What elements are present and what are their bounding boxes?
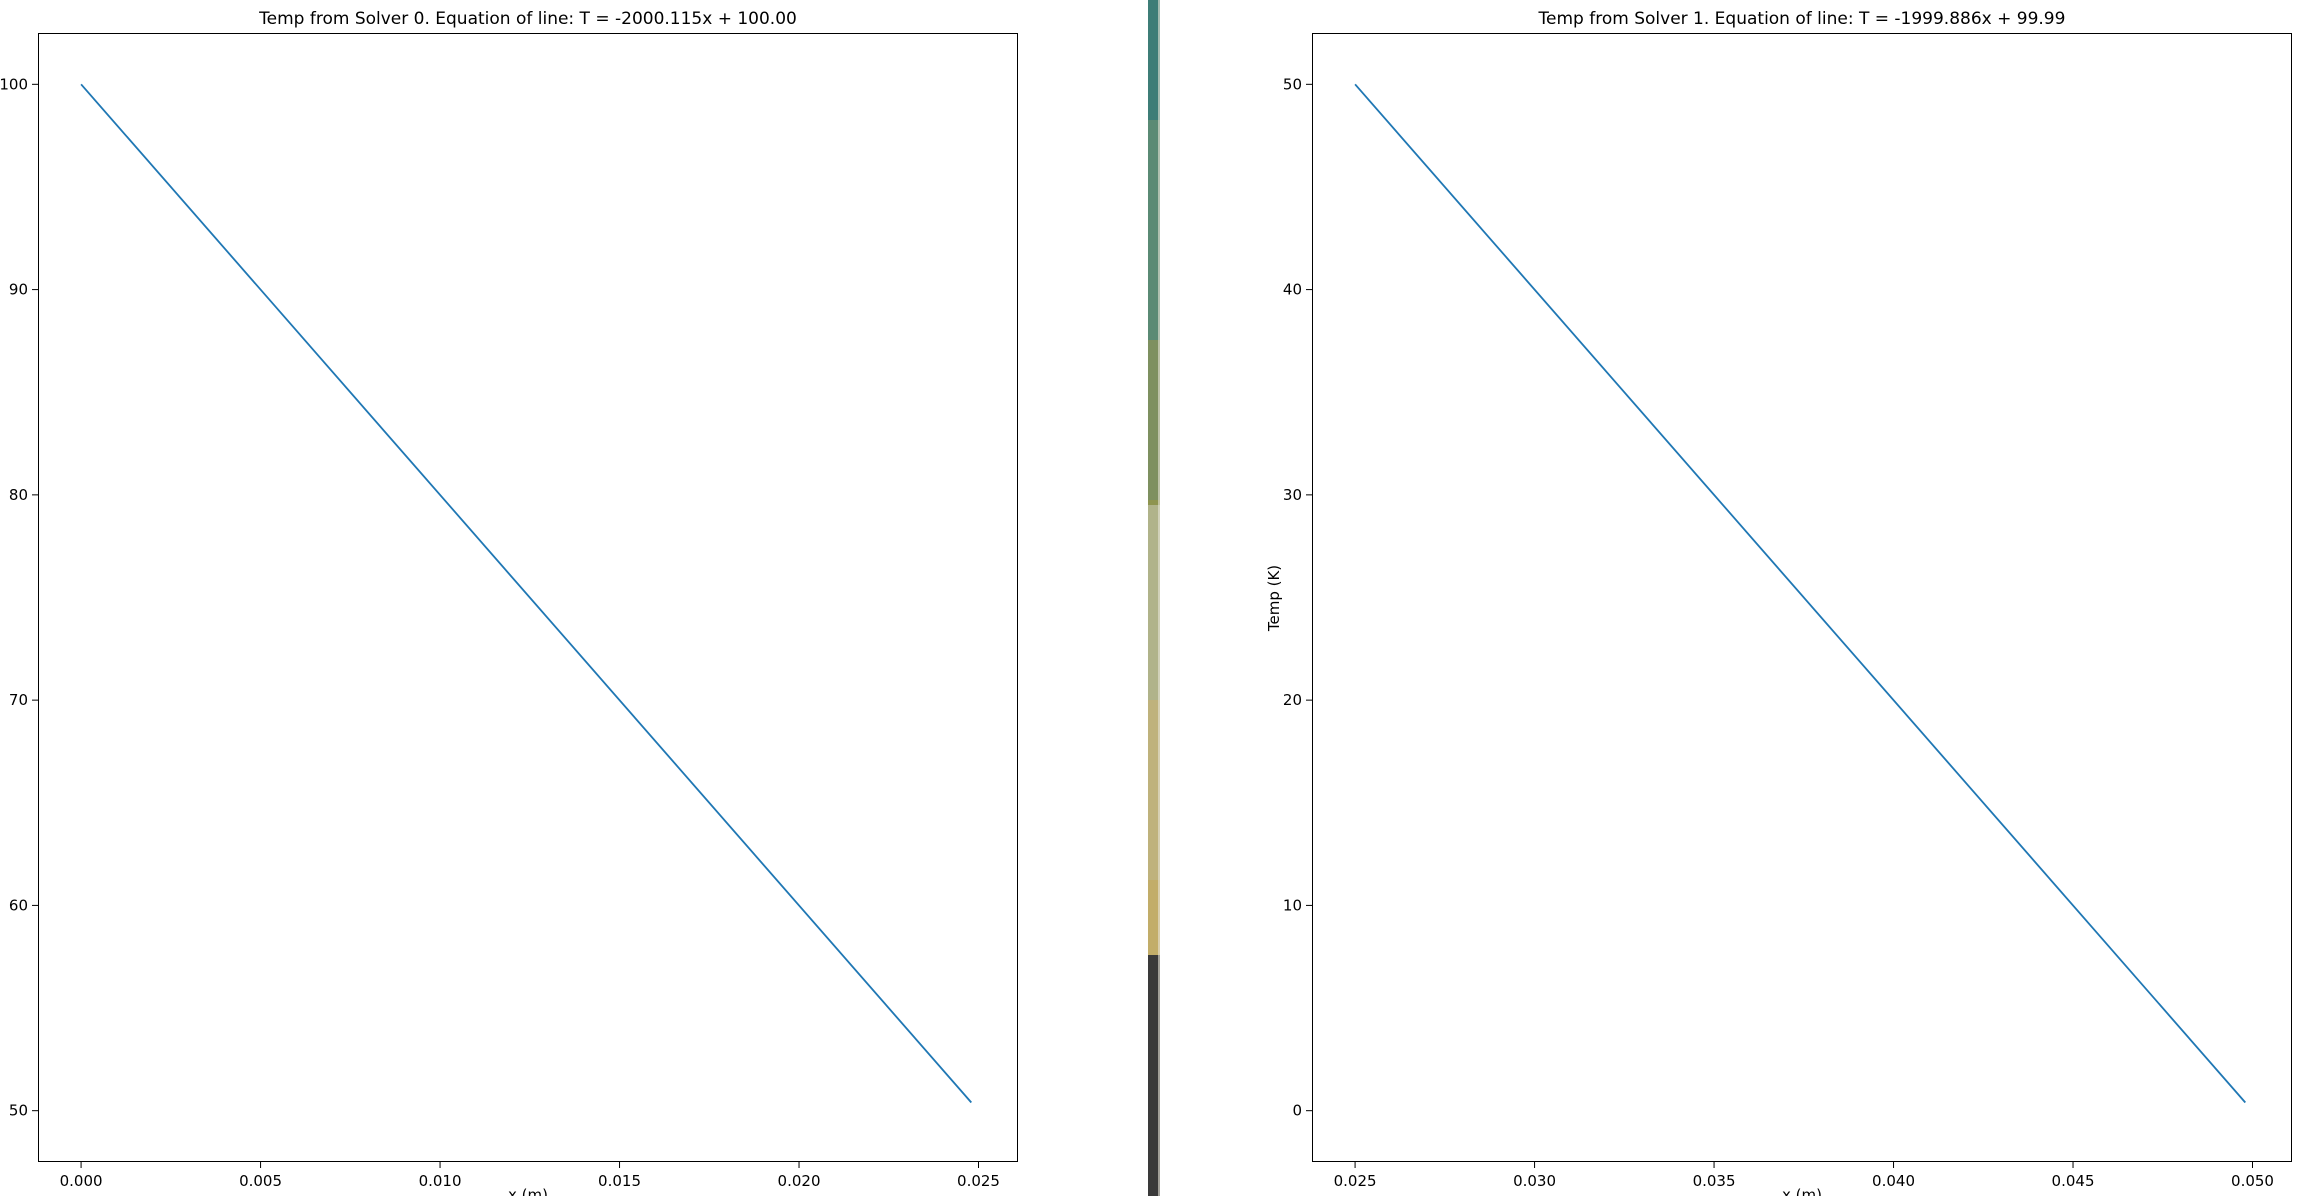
series-line — [1354, 83, 2246, 1104]
x-tick-label: 0.015 — [598, 1172, 641, 1190]
x-tick-label: 0.050 — [2231, 1172, 2274, 1190]
y-axis-label: Temp (K) — [1265, 565, 1283, 632]
x-tick-label: 0.010 — [419, 1172, 462, 1190]
y-tick-label: 0 — [1292, 1102, 1302, 1120]
x-tick-label: 0.000 — [60, 1172, 103, 1190]
y-tick-label: 60 — [9, 896, 28, 914]
y-tick-label: 40 — [1283, 281, 1302, 299]
y-tick-label: 100 — [0, 75, 28, 93]
y-tick-label: 10 — [1283, 896, 1302, 914]
separator-band — [1148, 500, 1160, 505]
y-tick-label: 30 — [1283, 486, 1302, 504]
plot-series — [80, 83, 972, 1104]
chart-solver-1: Temp from Solver 1. Equation of line: T … — [1265, 9, 2292, 1196]
separator-band — [1148, 120, 1160, 340]
plot-series — [1354, 83, 2246, 1104]
separator-band — [1148, 700, 1160, 880]
x-tick-label: 0.040 — [1872, 1172, 1915, 1190]
axis-ticks: 0.000 0.005 0.010 0.015 0.020 0.025 50 60 70 80 90… — [0, 75, 1000, 1190]
x-tick-label: 0.025 — [1334, 1172, 1377, 1190]
axis-ticks: 0.025 0.030 0.035 0.040 0.045 0.050 0 10 20 30 40 5… — [1283, 75, 2274, 1190]
plot-frame — [1312, 33, 2292, 1162]
series-line — [80, 83, 972, 1104]
chart-solver-0: Temp from Solver 0. Equation of line: T … — [0, 9, 1018, 1196]
x-axis-label: x (m) — [508, 1186, 548, 1196]
y-tick-label: 50 — [9, 1102, 28, 1120]
plot-frame — [38, 33, 1018, 1162]
separator-band — [1148, 505, 1160, 700]
x-tick-label: 0.030 — [1513, 1172, 1556, 1190]
y-tick-label: 70 — [9, 691, 28, 709]
panel-separator — [1148, 0, 1160, 1196]
x-tick-label: 0.045 — [2052, 1172, 2095, 1190]
y-tick-label: 50 — [1283, 75, 1302, 93]
separator-edge — [1158, 0, 1160, 1196]
y-tick-label: 90 — [9, 281, 28, 299]
separator-band — [1148, 0, 1160, 120]
x-tick-label: 0.035 — [1693, 1172, 1736, 1190]
chart-title: Temp from Solver 0. Equation of line: T … — [258, 9, 797, 29]
separator-band — [1148, 955, 1160, 1196]
y-tick-label: 20 — [1283, 691, 1302, 709]
x-tick-label: 0.005 — [239, 1172, 282, 1190]
y-tick-label: 80 — [9, 486, 28, 504]
x-tick-label: 0.025 — [957, 1172, 1000, 1190]
separator-band — [1148, 880, 1160, 955]
separator-band — [1148, 340, 1160, 500]
x-tick-label: 0.020 — [778, 1172, 821, 1190]
x-axis-label: x (m) — [1782, 1186, 1822, 1196]
chart-title: Temp from Solver 1. Equation of line: T … — [1538, 9, 2066, 29]
